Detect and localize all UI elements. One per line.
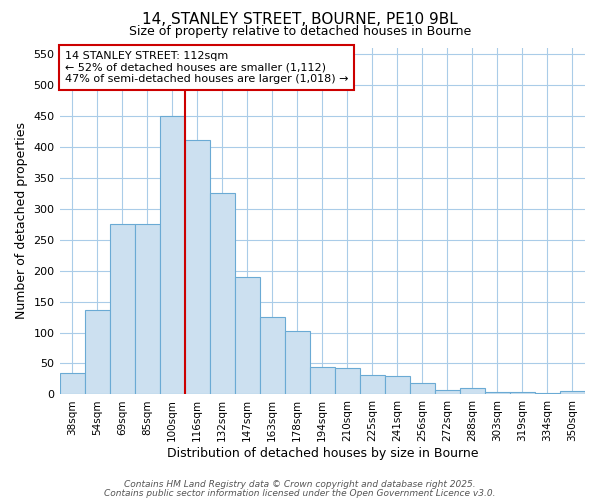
Text: 14 STANLEY STREET: 112sqm
← 52% of detached houses are smaller (1,112)
47% of se: 14 STANLEY STREET: 112sqm ← 52% of detac… xyxy=(65,51,348,84)
Text: Contains public sector information licensed under the Open Government Licence v3: Contains public sector information licen… xyxy=(104,488,496,498)
Bar xyxy=(235,276,260,394)
Bar xyxy=(160,116,185,394)
Bar xyxy=(560,392,585,394)
Bar xyxy=(485,392,510,394)
Bar xyxy=(510,392,535,394)
Bar xyxy=(335,368,360,394)
Text: Size of property relative to detached houses in Bourne: Size of property relative to detached ho… xyxy=(129,25,471,38)
Bar xyxy=(460,388,485,394)
Bar xyxy=(185,140,209,394)
Bar xyxy=(385,376,410,394)
Text: Contains HM Land Registry data © Crown copyright and database right 2025.: Contains HM Land Registry data © Crown c… xyxy=(124,480,476,489)
Bar xyxy=(410,384,435,394)
Bar xyxy=(110,224,134,394)
Bar xyxy=(260,317,285,394)
Bar xyxy=(310,366,335,394)
Y-axis label: Number of detached properties: Number of detached properties xyxy=(15,122,28,320)
Bar xyxy=(535,392,560,394)
Bar xyxy=(85,310,110,394)
Bar xyxy=(435,390,460,394)
Bar xyxy=(360,374,385,394)
Bar xyxy=(59,373,85,394)
Bar xyxy=(285,330,310,394)
Text: 14, STANLEY STREET, BOURNE, PE10 9BL: 14, STANLEY STREET, BOURNE, PE10 9BL xyxy=(142,12,458,28)
Bar xyxy=(209,193,235,394)
Bar xyxy=(134,224,160,394)
X-axis label: Distribution of detached houses by size in Bourne: Distribution of detached houses by size … xyxy=(167,447,478,460)
